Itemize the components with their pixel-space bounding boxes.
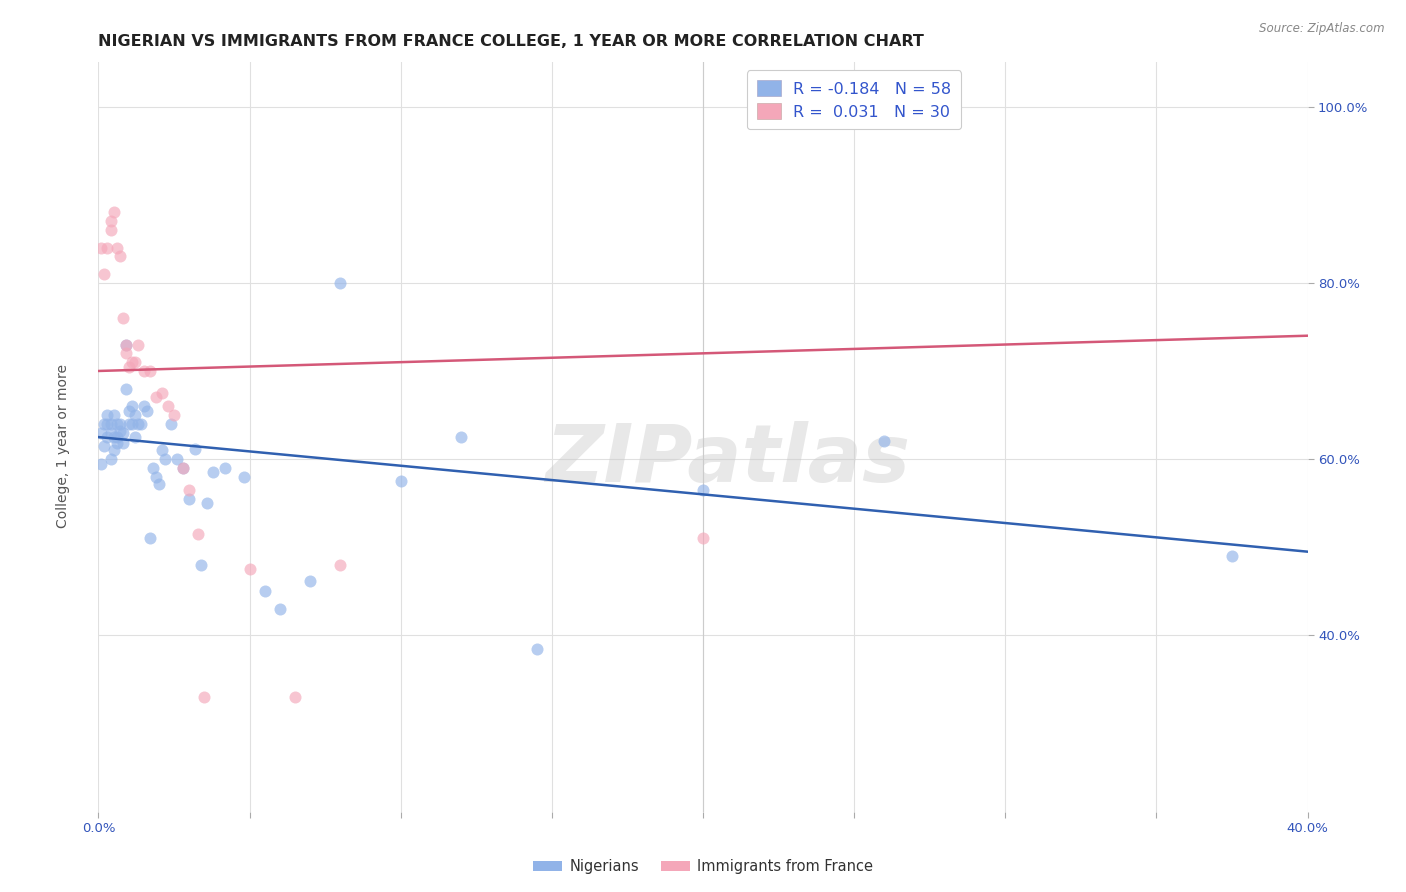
- Point: [121, 417, 143, 431]
- Point: [127, 337, 149, 351]
- Point: [692, 532, 714, 546]
- Point: [105, 241, 128, 255]
- Text: Source: ZipAtlas.com: Source: ZipAtlas.com: [1260, 22, 1385, 36]
- Point: [124, 355, 146, 369]
- Point: [150, 443, 173, 458]
- Point: [172, 461, 194, 475]
- Point: [114, 382, 136, 396]
- Point: [179, 491, 201, 506]
- Point: [105, 430, 128, 444]
- Point: [1220, 549, 1243, 563]
- Point: [148, 476, 170, 491]
- Point: [195, 496, 218, 510]
- Text: ZIPatlas: ZIPatlas: [544, 420, 910, 499]
- Point: [103, 430, 125, 444]
- Point: [114, 346, 136, 360]
- Point: [108, 424, 131, 438]
- Point: [156, 399, 179, 413]
- Point: [108, 417, 131, 431]
- Point: [103, 408, 125, 422]
- Point: [118, 417, 141, 431]
- Point: [214, 461, 236, 475]
- Point: [114, 337, 136, 351]
- Point: [103, 205, 125, 219]
- Point: [190, 558, 212, 572]
- Point: [150, 386, 173, 401]
- Point: [389, 474, 412, 488]
- Point: [93, 439, 115, 453]
- Point: [873, 434, 896, 449]
- Point: [90, 425, 112, 440]
- Point: [105, 417, 128, 431]
- Point: [193, 690, 215, 705]
- Point: [132, 399, 155, 413]
- Legend: Nigerians, Immigrants from France: Nigerians, Immigrants from France: [527, 854, 879, 880]
- Point: [163, 408, 186, 422]
- Point: [172, 461, 194, 475]
- Point: [329, 276, 352, 290]
- Point: [103, 443, 125, 458]
- Point: [139, 532, 162, 546]
- Point: [100, 417, 122, 431]
- Point: [96, 430, 118, 444]
- Point: [269, 602, 291, 616]
- Point: [184, 442, 207, 456]
- Point: [142, 461, 165, 475]
- Point: [253, 584, 276, 599]
- Point: [934, 91, 956, 105]
- Point: [118, 403, 141, 417]
- Point: [100, 425, 122, 440]
- Point: [121, 355, 143, 369]
- Legend: R = -0.184   N = 58, R =  0.031   N = 30: R = -0.184 N = 58, R = 0.031 N = 30: [747, 70, 962, 129]
- Text: College, 1 year or more: College, 1 year or more: [56, 364, 70, 528]
- Point: [114, 337, 136, 351]
- Point: [93, 417, 115, 431]
- Point: [139, 364, 162, 378]
- Point: [105, 436, 128, 450]
- Point: [96, 408, 118, 422]
- Point: [100, 214, 122, 228]
- Point: [121, 399, 143, 413]
- Point: [100, 223, 122, 237]
- Point: [329, 558, 352, 572]
- Point: [145, 391, 167, 405]
- Point: [96, 417, 118, 431]
- Point: [90, 241, 112, 255]
- Point: [299, 574, 322, 588]
- Point: [145, 469, 167, 483]
- Point: [232, 469, 254, 483]
- Point: [239, 562, 262, 576]
- Point: [160, 417, 183, 431]
- Point: [692, 483, 714, 497]
- Point: [111, 425, 134, 440]
- Point: [118, 359, 141, 374]
- Point: [187, 527, 209, 541]
- Point: [124, 430, 146, 444]
- Point: [526, 641, 548, 656]
- Point: [127, 417, 149, 431]
- Point: [135, 403, 157, 417]
- Point: [153, 452, 176, 467]
- Point: [90, 457, 112, 471]
- Point: [166, 452, 188, 467]
- Point: [108, 249, 131, 263]
- Point: [124, 408, 146, 422]
- Point: [179, 483, 201, 497]
- Point: [93, 267, 115, 281]
- Point: [111, 311, 134, 326]
- Point: [129, 417, 152, 431]
- Point: [96, 241, 118, 255]
- Point: [100, 452, 122, 467]
- Point: [202, 466, 225, 480]
- Point: [284, 690, 307, 705]
- Text: NIGERIAN VS IMMIGRANTS FROM FRANCE COLLEGE, 1 YEAR OR MORE CORRELATION CHART: NIGERIAN VS IMMIGRANTS FROM FRANCE COLLE…: [98, 34, 924, 49]
- Point: [132, 364, 155, 378]
- Point: [111, 436, 134, 450]
- Point: [450, 430, 472, 444]
